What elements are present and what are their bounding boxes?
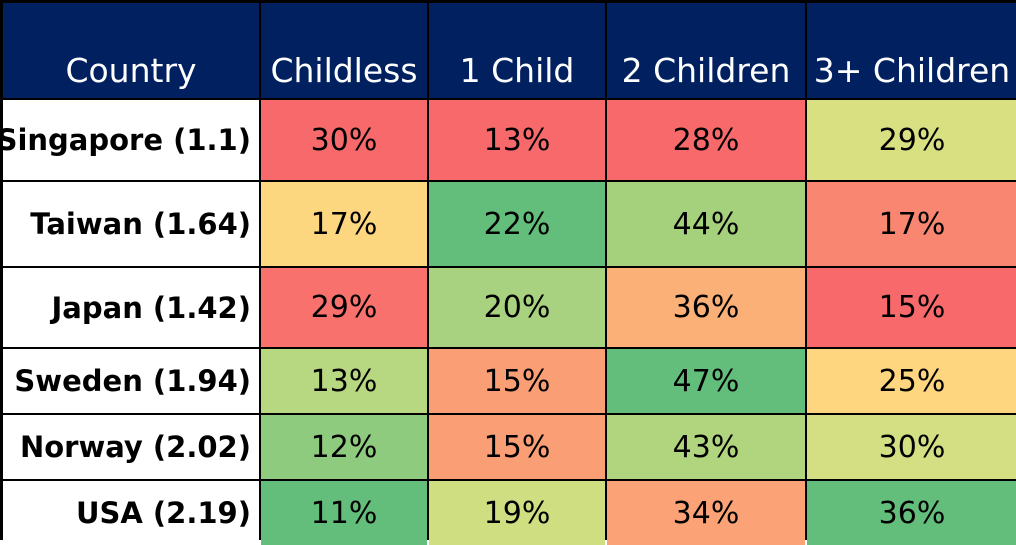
row-label: Norway (2.02) — [3, 415, 259, 479]
heat-cell: 15% — [807, 268, 1016, 347]
heat-cell: 15% — [429, 415, 605, 479]
heat-cell: 44% — [607, 182, 805, 266]
heat-cell: 36% — [607, 268, 805, 347]
row-label: Japan (1.42) — [3, 268, 259, 347]
heat-cell: 47% — [607, 349, 805, 413]
heat-cell: 11% — [261, 481, 427, 545]
heat-cell: 29% — [261, 268, 427, 347]
column-header: Childless — [261, 3, 427, 98]
heat-cell: 17% — [261, 182, 427, 266]
heat-cell: 36% — [807, 481, 1016, 545]
heat-cell: 20% — [429, 268, 605, 347]
column-header: Country — [3, 3, 259, 98]
heat-cell: 28% — [607, 100, 805, 180]
column-header: 2 Children — [607, 3, 805, 98]
heat-cell: 19% — [429, 481, 605, 545]
row-label: Sweden (1.94) — [3, 349, 259, 413]
column-header: 1 Child — [429, 3, 605, 98]
heat-cell: 43% — [607, 415, 805, 479]
heat-cell: 12% — [261, 415, 427, 479]
heat-cell: 15% — [429, 349, 605, 413]
heat-cell: 29% — [807, 100, 1016, 180]
heat-cell: 22% — [429, 182, 605, 266]
heat-cell: 34% — [607, 481, 805, 545]
heat-cell: 30% — [807, 415, 1016, 479]
column-header: 3+ Children — [807, 3, 1016, 98]
row-label: Singapore (1.1) — [0, 100, 259, 180]
heat-cell: 13% — [429, 100, 605, 180]
heat-cell: 30% — [261, 100, 427, 180]
heat-cell: 13% — [261, 349, 427, 413]
row-label: USA (2.19) — [3, 481, 259, 545]
row-label: Taiwan (1.64) — [3, 182, 259, 266]
heat-cell: 25% — [807, 349, 1016, 413]
heat-cell: 17% — [807, 182, 1016, 266]
